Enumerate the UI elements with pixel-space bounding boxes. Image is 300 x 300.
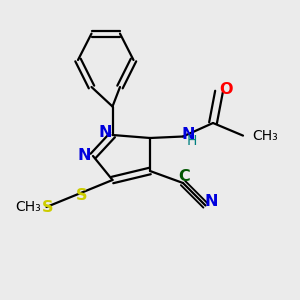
Text: N: N [78, 148, 91, 163]
Text: N: N [204, 194, 218, 209]
Text: S: S [76, 188, 88, 203]
Text: H: H [187, 134, 197, 148]
Text: N: N [98, 125, 112, 140]
Text: N: N [181, 127, 195, 142]
Text: CH₃: CH₃ [16, 200, 41, 214]
Text: S: S [42, 200, 54, 214]
Text: CH₃: CH₃ [252, 129, 278, 142]
Text: C: C [178, 169, 190, 184]
Text: O: O [219, 82, 232, 98]
